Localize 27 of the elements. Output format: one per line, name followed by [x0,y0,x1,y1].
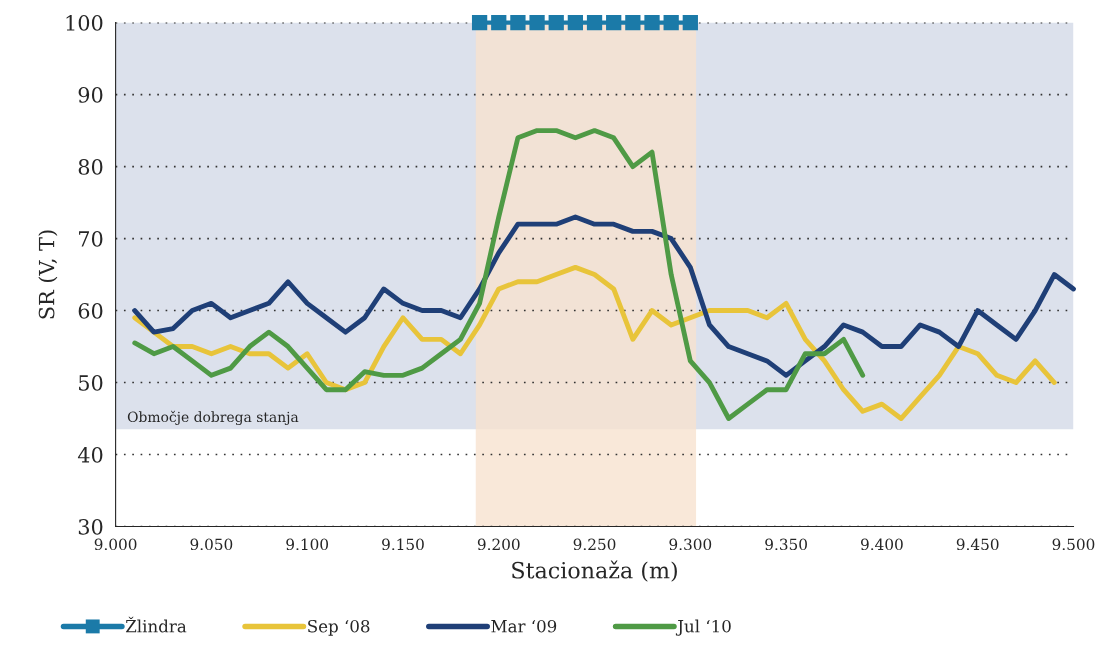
y-tick-label: 30 [78,518,103,535]
x-tick-label: 9.250 [573,538,616,551]
y-tick-label: 50 [79,374,103,391]
legend-label: Sep ‘08 [308,619,370,636]
legend-label: Mar ‘09 [491,619,557,633]
y-axis-title: SR (V, T) [38,230,58,319]
y-tick-label: 60 [78,302,103,319]
band-label: Območje dobrega stanja [127,410,299,425]
x-tick-label: 9.150 [382,538,424,551]
legend-label: Jul ‘10 [675,619,731,636]
x-tick-label: 9.350 [765,538,807,551]
line-series [132,214,1076,378]
y-tick-label: 90 [78,87,103,103]
x-tick-label: 9.100 [286,538,329,551]
x-tick-label: 9.450 [956,538,999,551]
y-tick-label: 100 [66,15,103,31]
x-tick-label: 9.400 [860,538,903,551]
x-tick-label: 9.000 [94,538,137,551]
legend-label: Žlindra [125,616,187,633]
x-tick-label: 9.500 [1052,538,1095,551]
y-tick-label: 40 [77,446,103,463]
x-axis-title: Stacionaža (m) [512,560,677,582]
x-tick-label: 9.050 [190,538,233,551]
x-tick-label: 9.300 [669,538,712,551]
y-tick-label: 70 [79,231,103,247]
x-tick-label: 9.200 [477,538,520,551]
y-tick-label: 80 [78,159,103,175]
